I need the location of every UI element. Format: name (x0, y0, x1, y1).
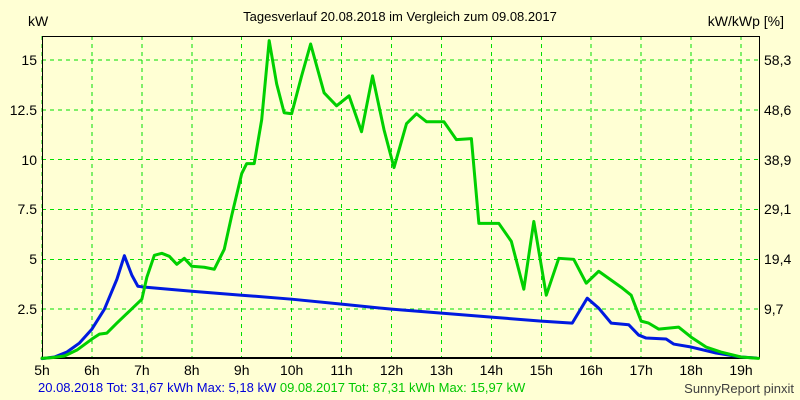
x-axis-tick-label: 8h (183, 362, 200, 378)
right-axis-unit-label: kW/kWp [%] (707, 13, 784, 29)
series-line-09.08.2017 (40, 39, 760, 360)
y-axis-tick-label-left: 15 (21, 51, 37, 68)
footer-stats: 20.08.2018 Tot: 31,67 kWh Max: 5,18 kW 0… (38, 380, 525, 395)
x-axis-tick-label: 10h (279, 362, 304, 378)
branding-label: SunnyReport pinxit (684, 381, 794, 396)
x-axis-tick-label: 17h (629, 362, 653, 378)
y-axis-tick-label-right: 48,6 (764, 101, 792, 118)
chart-title: Tagesverlauf 20.08.2018 im Vergleich zum… (243, 9, 557, 24)
series-line-20.08.2018 (40, 254, 758, 361)
y-axis-tick-label-left: 10 (21, 151, 37, 168)
footer-series-2018-stats: 20.08.2018 Tot: 31,67 kWh Max: 5,18 kW (38, 380, 277, 395)
y-axis-tick-label-left: 7.5 (17, 201, 37, 218)
y-axis-tick-label-left: 2.5 (17, 301, 37, 318)
x-axis-tick-label: 11h (330, 362, 353, 378)
y-axis-tick-label-left: 5 (29, 251, 37, 268)
x-axis-tick-label: 14h (479, 362, 504, 378)
y-axis-tick-label-left: 12.5 (9, 101, 37, 118)
left-axis-unit-label: kW (28, 13, 49, 29)
x-axis-tick-label: 15h (529, 362, 553, 378)
x-axis-tick-label: 6h (84, 362, 100, 378)
x-axis-tick-label: 7h (134, 362, 150, 378)
y-axis-tick-label-right: 38,9 (764, 151, 792, 168)
x-axis-tick-label: 13h (429, 362, 454, 378)
x-axis-tick-label: 9h (233, 362, 250, 378)
plot-area (40, 36, 760, 361)
y-axis-tick-label-right: 19,4 (764, 251, 792, 268)
x-axis-tick-label: 19h (729, 362, 753, 378)
x-axis-tick-label: 18h (679, 362, 703, 378)
footer-series-2017-stats: 09.08.2017 Tot: 87,31 kWh Max: 15,97 kW (279, 380, 526, 395)
y-axis-tick-label-right: 29,1 (764, 201, 792, 218)
x-axis-tick-label: 16h (579, 362, 603, 378)
x-axis-tick-label: 12h (379, 362, 404, 378)
y-axis-tick-label-right: 58,3 (764, 51, 792, 68)
y-axis-tick-label-right: 9,7 (764, 301, 784, 318)
x-axis-tick-label: 5h (34, 362, 50, 378)
